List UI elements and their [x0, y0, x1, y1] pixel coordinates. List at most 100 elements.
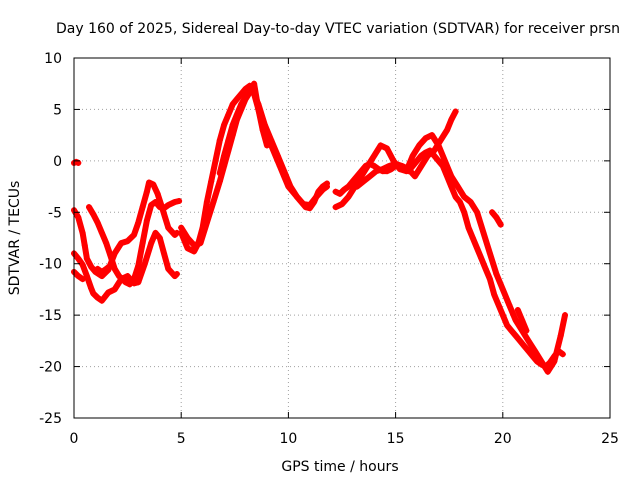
data-point	[512, 317, 519, 324]
data-point	[148, 240, 155, 247]
data-point	[141, 260, 148, 267]
data-point	[246, 87, 253, 94]
data-point	[414, 157, 421, 164]
data-point	[358, 173, 365, 180]
data-point	[176, 197, 183, 204]
data-point	[313, 193, 320, 200]
data-point	[203, 219, 210, 226]
data-point	[411, 173, 418, 180]
data-point	[531, 348, 538, 355]
data-point	[98, 297, 105, 304]
data-point	[88, 285, 95, 292]
data-point	[559, 351, 566, 358]
data-point	[377, 142, 384, 149]
data-point	[135, 219, 142, 226]
ticks: 0 5 10 15 20 25 -25 -20 -15 -10 -5 0 5 10	[39, 51, 619, 447]
data-point	[107, 262, 114, 269]
data-point	[364, 163, 371, 169]
data-point	[371, 152, 378, 159]
data-point	[354, 183, 361, 190]
data-point	[514, 307, 521, 313]
data-point	[233, 111, 240, 118]
data-point	[405, 166, 412, 173]
data-point	[486, 276, 493, 283]
data-point	[373, 168, 380, 175]
data-point	[422, 135, 429, 142]
data-point	[332, 188, 339, 195]
data-point	[86, 204, 93, 211]
data-point	[538, 358, 545, 365]
data-point	[336, 190, 343, 197]
data-point	[452, 108, 459, 115]
data-point	[208, 178, 215, 185]
data-point	[107, 252, 114, 259]
data-point	[461, 193, 468, 200]
data-point	[210, 199, 217, 205]
data-point	[233, 96, 240, 103]
data-point	[216, 137, 223, 144]
data-point	[156, 235, 163, 241]
data-point	[424, 152, 431, 159]
plot-frame	[73, 57, 611, 419]
data-point	[131, 276, 138, 283]
data-point	[75, 273, 82, 280]
data-point	[508, 327, 515, 334]
y-tick-label: -10	[39, 257, 62, 273]
data-point	[452, 193, 459, 200]
data-point	[229, 121, 236, 128]
data-point	[469, 235, 476, 241]
x-tick-label: 10	[279, 431, 297, 447]
data-point	[486, 250, 493, 257]
data-point	[124, 273, 131, 280]
data-point	[131, 231, 138, 238]
data-point	[371, 163, 378, 169]
data-point	[300, 201, 307, 208]
data-point	[255, 106, 262, 113]
data-point	[429, 132, 436, 139]
data-point	[544, 368, 551, 375]
data-point	[150, 181, 157, 188]
data-point	[216, 178, 223, 185]
data-point	[491, 291, 498, 298]
data-point	[135, 279, 142, 286]
x-axis-label: GPS time / hours	[281, 459, 398, 475]
data-point	[148, 202, 155, 209]
data-point	[319, 186, 326, 193]
data-point	[323, 183, 330, 190]
data-point	[81, 242, 88, 249]
data-point	[238, 101, 245, 108]
data-point	[139, 240, 146, 247]
data-point	[495, 301, 502, 308]
data-point	[98, 268, 105, 275]
data-point	[497, 221, 504, 228]
data-point	[143, 217, 150, 224]
data-point	[519, 317, 526, 324]
data-point	[79, 261, 86, 268]
x-tick-label: 5	[177, 431, 186, 447]
x-tick-label: 0	[70, 431, 79, 447]
data-point	[499, 286, 506, 293]
data-point	[525, 337, 532, 344]
data-point	[111, 265, 118, 272]
grid	[74, 58, 610, 418]
data-point	[561, 312, 568, 319]
data-point	[251, 80, 258, 87]
data-point	[225, 137, 232, 144]
data-point	[197, 240, 204, 247]
data-point	[551, 358, 558, 365]
data-point	[360, 178, 367, 185]
data-point	[165, 265, 172, 272]
data-point	[263, 142, 270, 149]
data-point	[221, 152, 228, 159]
data-point	[242, 85, 249, 92]
data-point	[94, 265, 101, 272]
data-point	[467, 199, 474, 205]
data-point	[90, 290, 97, 297]
data-point	[287, 183, 294, 190]
data-point	[116, 273, 123, 280]
data-point	[293, 193, 300, 200]
data-point	[238, 91, 245, 97]
data-point	[456, 199, 463, 205]
data-point	[143, 188, 150, 195]
data-point	[392, 160, 399, 167]
